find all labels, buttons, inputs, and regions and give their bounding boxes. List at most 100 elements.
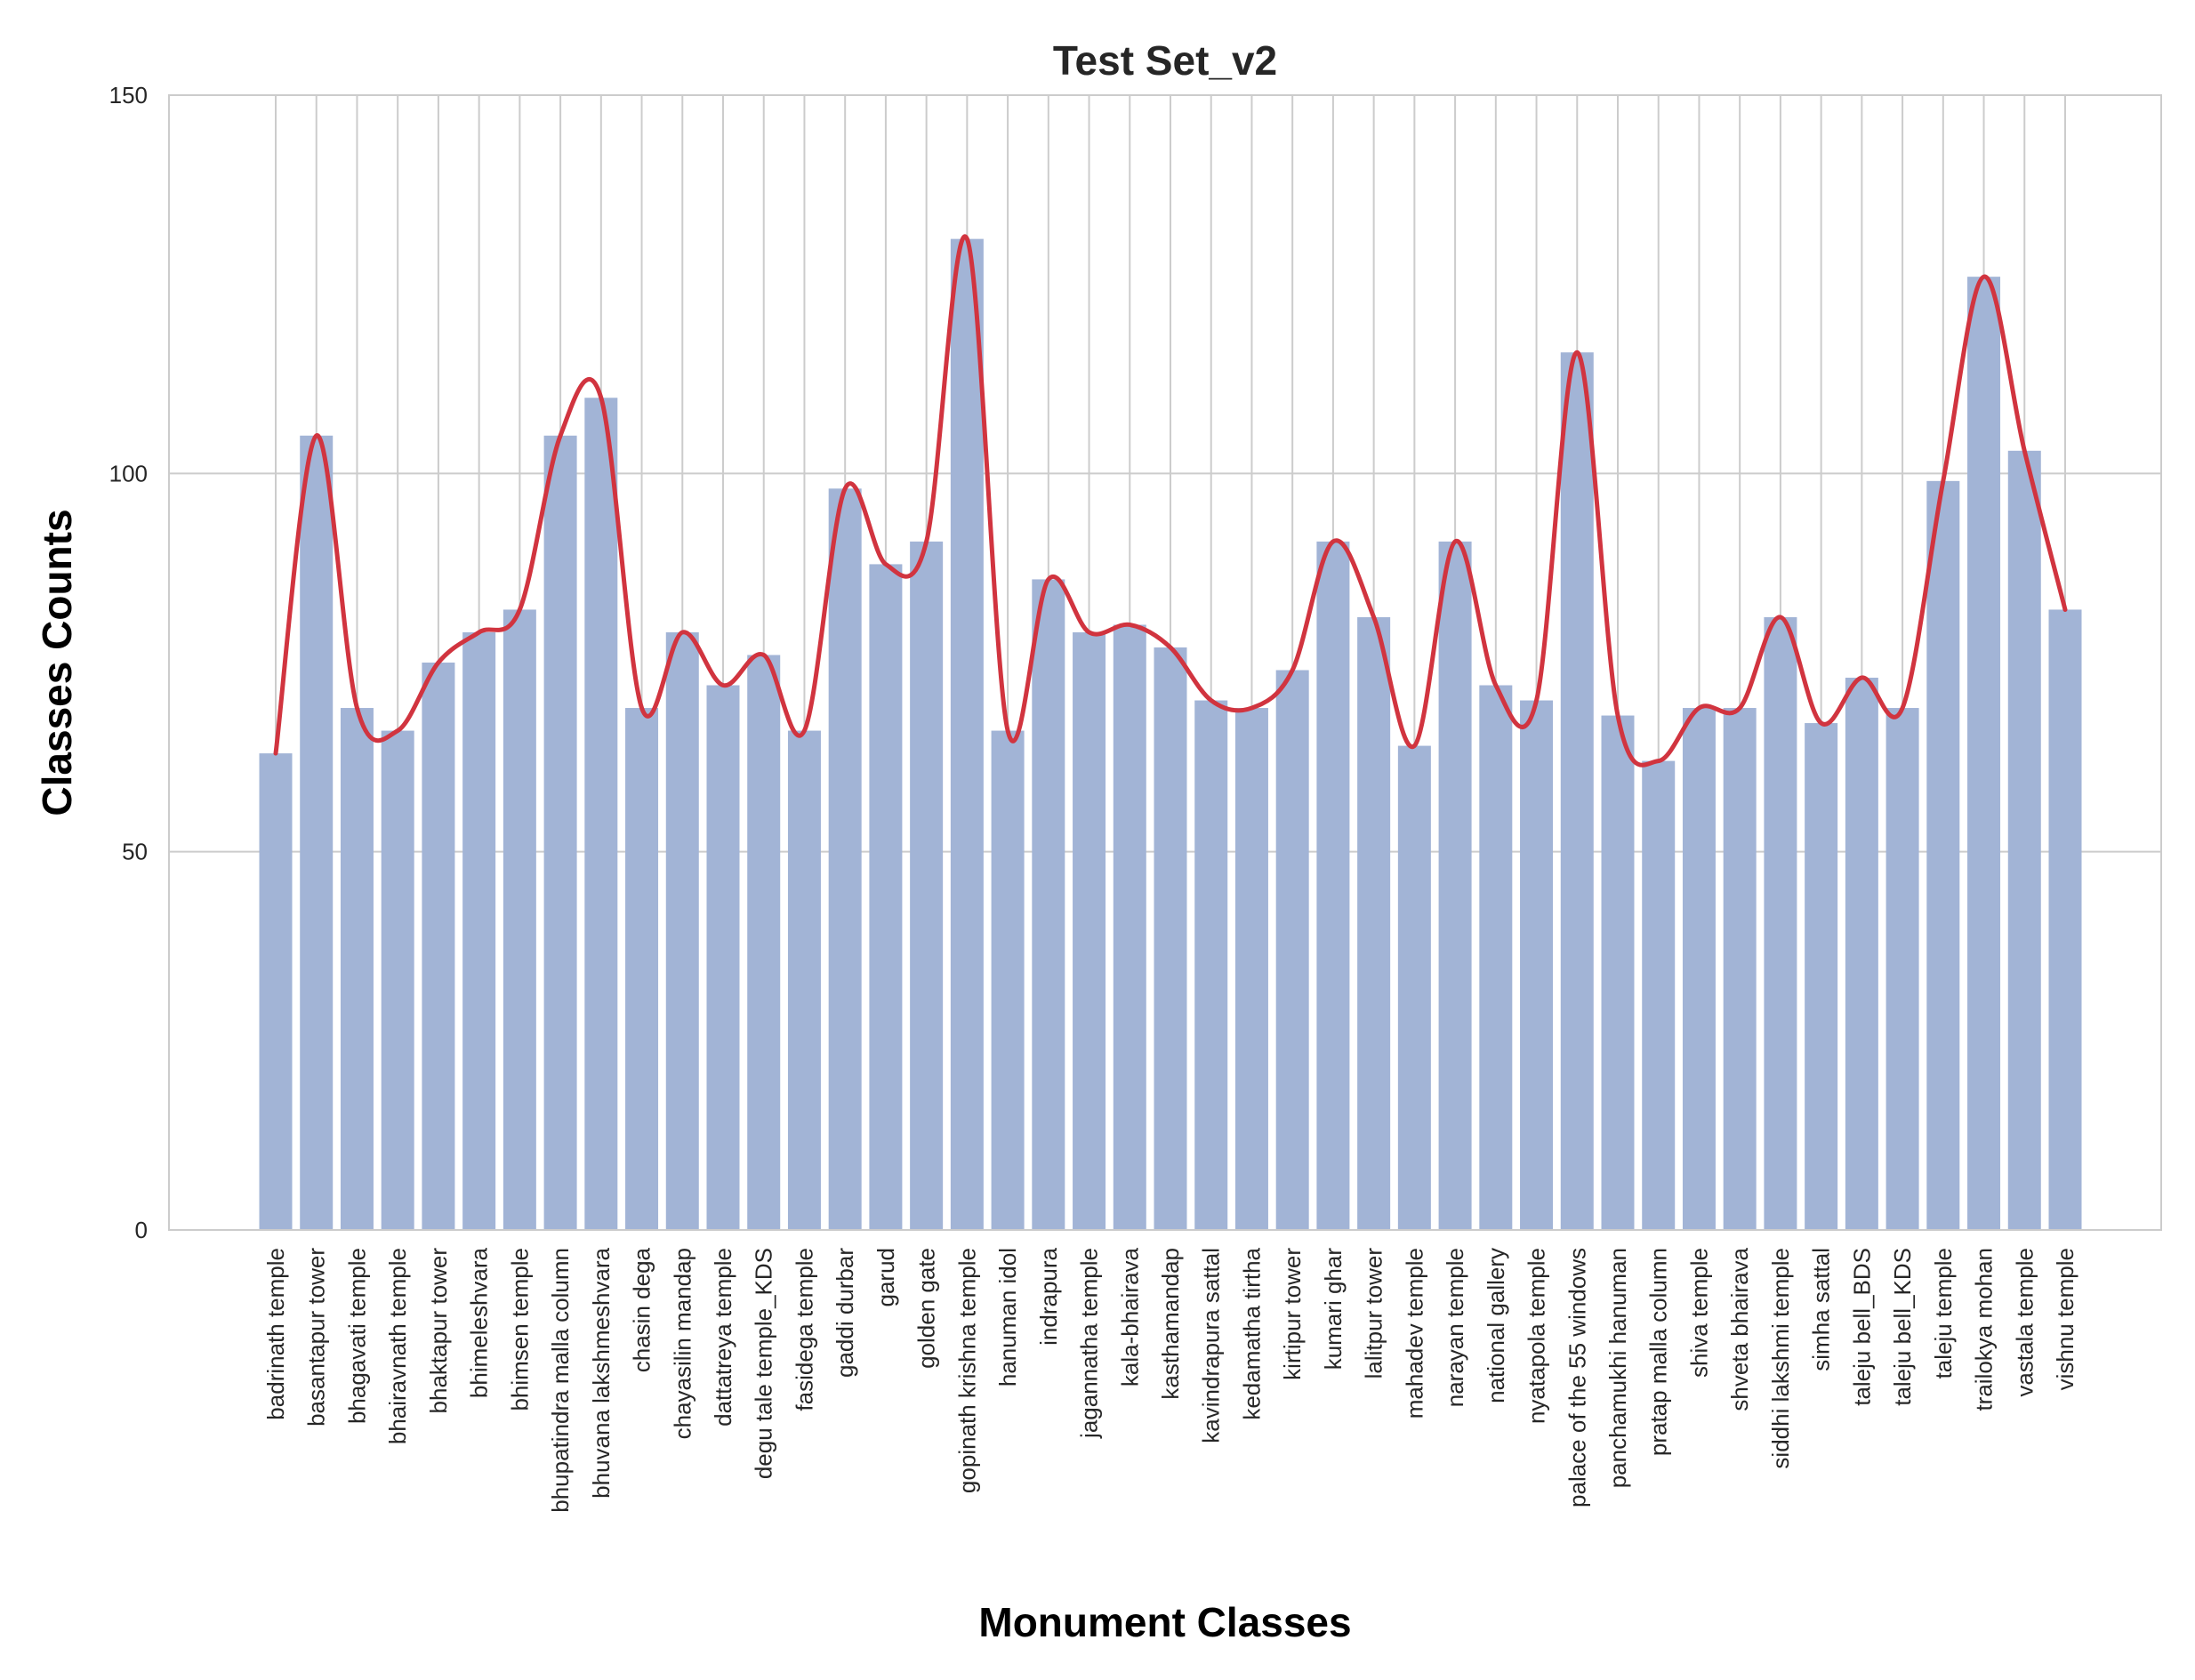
x-tick-label: bhaktapur tower [425, 1248, 452, 1414]
x-tick-label: garud [872, 1248, 899, 1307]
bar [1805, 723, 1838, 1230]
bar [910, 541, 944, 1230]
bar [1642, 760, 1676, 1230]
x-tick-label: kirtipur tower [1279, 1248, 1306, 1380]
x-tick-label: bhagavati temple [343, 1248, 370, 1424]
bar [422, 663, 455, 1230]
y-axis-label: Classes Counts [34, 509, 80, 816]
x-tick-label: bhimsen temple [506, 1248, 533, 1411]
y-tick-label: 50 [122, 839, 148, 865]
trend-line [273, 234, 2068, 768]
bar [1764, 616, 1797, 1230]
x-tick-label: badrinath temple [262, 1248, 289, 1420]
bar [1316, 541, 1350, 1230]
x-tick-labels: badrinath temple basantapur tower bhagavat… [262, 1247, 2078, 1512]
bar [1967, 277, 2001, 1230]
x-tick-label: bhimeleshvara [466, 1247, 493, 1398]
x-tick-label: chasin dega [629, 1247, 655, 1372]
bar [869, 564, 903, 1230]
bar [340, 708, 374, 1230]
x-tick-label: simha sattal [1808, 1248, 1835, 1371]
plot-frame [168, 94, 2162, 1231]
x-tick-label: basantapur tower [303, 1248, 330, 1427]
bar [1438, 541, 1472, 1230]
x-tick-label: nyatapola temple [1524, 1248, 1550, 1424]
bar [2007, 450, 2041, 1230]
x-tick-label: siddhi lakshmi temple [1767, 1248, 1794, 1469]
y-tick-labels: 0 50 100 150 [109, 82, 148, 1243]
bar [259, 753, 293, 1230]
x-tick-label: gopinath krishna temple [953, 1248, 980, 1493]
bar [1845, 678, 1878, 1230]
bar [828, 488, 862, 1230]
bar [462, 631, 496, 1230]
x-tick-label: national gallery [1483, 1248, 1509, 1403]
x-tick-label: shveta bhairava [1726, 1247, 1753, 1411]
bar [503, 609, 536, 1230]
x-tick-label: indrapura [1035, 1247, 1062, 1345]
bar [1032, 579, 1065, 1230]
bar [1154, 647, 1187, 1230]
x-tick-label: gaddi durbar [832, 1248, 858, 1378]
x-tick-label: kala-bhairava [1116, 1247, 1143, 1387]
bar [1682, 708, 1716, 1230]
bar [747, 655, 781, 1230]
bar [665, 631, 699, 1230]
bar [1885, 708, 1919, 1230]
bar [543, 435, 577, 1230]
bar [1723, 708, 1757, 1230]
chart-title: Test Set_v2 [1053, 37, 1277, 84]
x-tick-label: dattatreya temple [710, 1248, 736, 1427]
bar [1073, 631, 1106, 1230]
y-tick-label: 0 [135, 1217, 148, 1243]
bar [381, 730, 414, 1230]
bar [1479, 685, 1513, 1230]
x-tick-label: palace of the 55 windows [1564, 1248, 1590, 1507]
x-tick-label: taleju temple [1930, 1248, 1957, 1379]
bar [625, 708, 659, 1230]
bar [950, 238, 984, 1230]
x-tick-label: bhairavnath temple [384, 1248, 411, 1444]
bar [706, 685, 740, 1230]
bar [2048, 609, 2082, 1230]
bar [787, 730, 821, 1230]
x-axis-label: Monument Classes [978, 1599, 1351, 1645]
x-tick-label: degu tale temple_KDS [751, 1248, 777, 1479]
x-tick-label: taleju bell_BDS [1848, 1248, 1875, 1406]
x-tick-label: bhuvana lakshmeshvara [588, 1247, 615, 1498]
x-tick-label: panchamukhi hanuman [1604, 1248, 1631, 1488]
bar [1926, 480, 1960, 1230]
x-tick-label: vishnu temple [2052, 1248, 2078, 1390]
x-tick-label: golden gate [913, 1248, 940, 1369]
x-tick-label: vastala temple [2011, 1248, 2038, 1397]
bar [991, 730, 1025, 1230]
bar [1520, 700, 1554, 1230]
x-tick-label: shiva temple [1685, 1248, 1712, 1378]
bar [1113, 624, 1146, 1230]
x-tick-label: kasthamandap [1157, 1248, 1184, 1400]
x-tick-label: hanuman idol [994, 1248, 1021, 1387]
bar [300, 435, 334, 1230]
x-tick-label: taleju bell_KDS [1889, 1248, 1916, 1406]
bar [1357, 616, 1391, 1230]
bar [1601, 715, 1635, 1230]
bar [1275, 670, 1309, 1230]
x-tick-label: kavindrapura sattal [1198, 1248, 1225, 1443]
x-tick-label: narayan temple [1442, 1248, 1468, 1407]
x-tick-label: bhupatindra malla column [547, 1248, 574, 1513]
bars [259, 238, 2082, 1230]
x-tick-label: lalitpur tower [1361, 1248, 1387, 1379]
x-tick-label: kumari ghar [1320, 1248, 1347, 1371]
bar [1397, 745, 1431, 1230]
x-tick-label: chayasilin mandap [669, 1248, 695, 1439]
y-tick-label: 100 [109, 460, 148, 486]
bar [1234, 708, 1268, 1230]
x-tick-label: pratap malla column [1645, 1248, 1672, 1456]
bar [1194, 700, 1228, 1230]
x-tick-label: trailokya mohan [1971, 1248, 1998, 1411]
x-tick-label: jagannatha temple [1076, 1248, 1103, 1439]
x-tick-label: kedamatha tirtha [1238, 1247, 1265, 1419]
x-tick-label: fasidega temple [791, 1248, 817, 1411]
bar [584, 398, 618, 1230]
